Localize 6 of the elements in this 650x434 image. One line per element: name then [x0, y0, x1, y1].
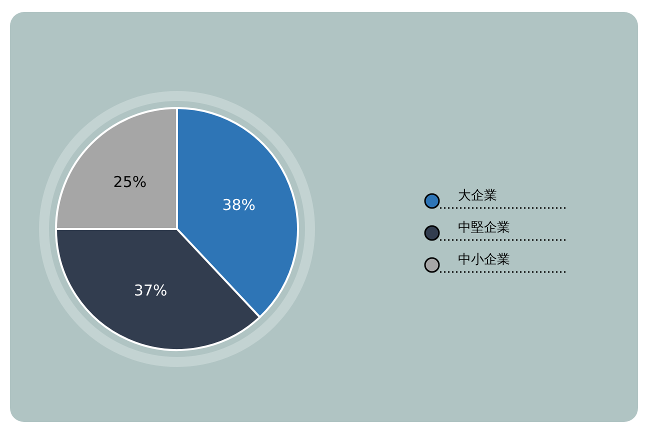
- legend-label: 中堅企業: [458, 220, 510, 236]
- data-label: 38%: [222, 196, 256, 214]
- legend-label: 大企業: [458, 188, 497, 204]
- legend-label: 中小企業: [458, 252, 510, 268]
- data-label: 37%: [134, 281, 168, 300]
- data-label: 25%: [113, 173, 147, 192]
